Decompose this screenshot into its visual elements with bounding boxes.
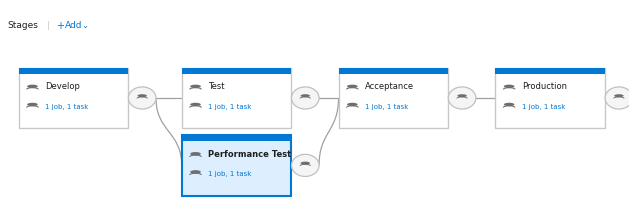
FancyBboxPatch shape	[181, 135, 292, 196]
Text: 1 job, 1 task: 1 job, 1 task	[208, 171, 251, 177]
Circle shape	[137, 94, 147, 97]
Circle shape	[457, 94, 467, 97]
Ellipse shape	[129, 87, 156, 109]
Circle shape	[190, 152, 201, 155]
Text: 1 job, 1 task: 1 job, 1 task	[522, 104, 565, 110]
Text: Develop: Develop	[45, 82, 80, 91]
Text: Test: Test	[208, 82, 224, 91]
Circle shape	[27, 85, 38, 88]
FancyBboxPatch shape	[181, 68, 292, 74]
Text: Acceptance: Acceptance	[365, 82, 414, 91]
FancyBboxPatch shape	[338, 68, 449, 74]
Text: +: +	[56, 21, 64, 31]
Circle shape	[190, 103, 201, 106]
Circle shape	[614, 94, 624, 97]
Text: ⌄: ⌄	[82, 21, 89, 30]
Text: |: |	[47, 21, 50, 30]
FancyBboxPatch shape	[19, 68, 129, 74]
Circle shape	[301, 94, 310, 97]
Ellipse shape	[292, 87, 319, 109]
Text: Stages: Stages	[8, 21, 38, 30]
Circle shape	[190, 85, 201, 88]
FancyBboxPatch shape	[338, 68, 449, 128]
Text: Production: Production	[522, 82, 566, 91]
Circle shape	[301, 162, 310, 165]
Text: Performance Test: Performance Test	[208, 150, 291, 159]
Ellipse shape	[449, 87, 476, 109]
Circle shape	[347, 85, 358, 88]
Text: 1 job, 1 task: 1 job, 1 task	[365, 104, 408, 110]
Text: 1 job, 1 task: 1 job, 1 task	[208, 104, 251, 110]
Circle shape	[504, 85, 515, 88]
Circle shape	[190, 170, 201, 174]
Ellipse shape	[292, 154, 319, 176]
Circle shape	[504, 103, 515, 106]
Circle shape	[347, 103, 358, 106]
FancyBboxPatch shape	[181, 68, 292, 128]
FancyBboxPatch shape	[495, 68, 605, 128]
Text: Add: Add	[65, 21, 83, 30]
Ellipse shape	[605, 87, 630, 109]
FancyBboxPatch shape	[181, 135, 292, 141]
FancyBboxPatch shape	[19, 68, 129, 128]
Circle shape	[27, 103, 38, 106]
Text: 1 job, 1 task: 1 job, 1 task	[45, 104, 88, 110]
FancyBboxPatch shape	[495, 68, 605, 74]
